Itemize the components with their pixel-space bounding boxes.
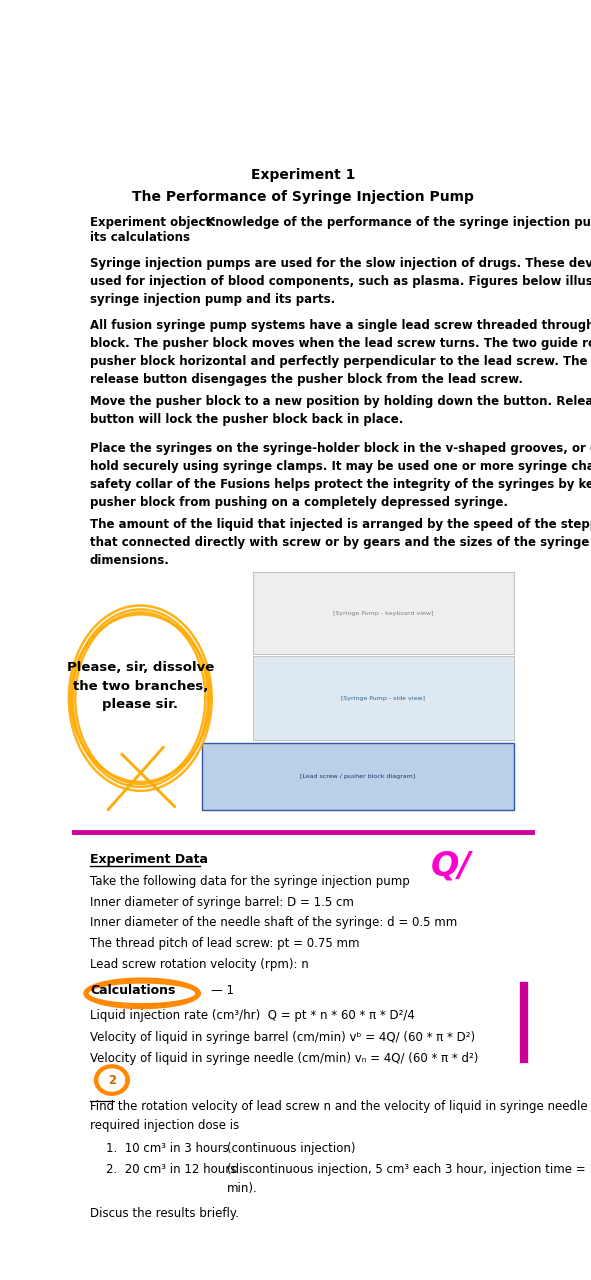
- Text: 2.  20 cm³ in 12 hours: 2. 20 cm³ in 12 hours: [106, 1162, 236, 1176]
- Text: [Syringe Pump - side view]: [Syringe Pump - side view]: [341, 695, 425, 700]
- Text: Experiment object:: Experiment object:: [90, 216, 216, 229]
- Text: Place the syringes on the syringe-holder block in the v-shaped grooves, or chann: Place the syringes on the syringe-holder…: [90, 443, 591, 509]
- Text: The amount of the liquid that injected is arranged by the speed of the stepper m: The amount of the liquid that injected i…: [90, 518, 591, 567]
- FancyBboxPatch shape: [252, 572, 514, 654]
- Text: Velocity of liquid in syringe needle (cm/min) vₙ = 4Q/ (60 * π * d²): Velocity of liquid in syringe needle (cm…: [90, 1052, 478, 1065]
- Text: (discontinuous injection, 5 cm³ each 3 hour, injection time = 1: (discontinuous injection, 5 cm³ each 3 h…: [228, 1162, 591, 1176]
- Text: Inner diameter of syringe barrel: D = 1.5 cm: Inner diameter of syringe barrel: D = 1.…: [90, 896, 354, 909]
- Text: The thread pitch of lead screw: pt = 0.75 mm: The thread pitch of lead screw: pt = 0.7…: [90, 937, 359, 950]
- Text: Knowledge of the performance of the syringe injection pump and: Knowledge of the performance of the syri…: [202, 216, 591, 229]
- Text: Velocity of liquid in syringe barrel (cm/min) vᵇ = 4Q/ (60 * π * D²): Velocity of liquid in syringe barrel (cm…: [90, 1030, 475, 1043]
- Text: Move the pusher block to a new position by holding down the button. Releasing th: Move the pusher block to a new position …: [90, 396, 591, 426]
- Text: Experiment Data: Experiment Data: [90, 854, 208, 867]
- Text: Please, sir, dissolve
the two branches,
please sir.: Please, sir, dissolve the two branches, …: [67, 662, 214, 712]
- Text: The Performance of Syringe Injection Pump: The Performance of Syringe Injection Pum…: [132, 189, 474, 204]
- Text: Experiment 1: Experiment 1: [251, 169, 355, 182]
- Text: Lead screw rotation velocity (rpm): n: Lead screw rotation velocity (rpm): n: [90, 957, 309, 970]
- Text: Liquid injection rate (cm³/hr)  Q = pt * n * 60 * π * D²/4: Liquid injection rate (cm³/hr) Q = pt * …: [90, 1009, 415, 1023]
- Text: [Lead screw / pusher block diagram]: [Lead screw / pusher block diagram]: [300, 774, 415, 780]
- Text: 1.  10 cm³ in 3 hours: 1. 10 cm³ in 3 hours: [106, 1142, 229, 1155]
- Text: 2: 2: [108, 1074, 116, 1087]
- FancyBboxPatch shape: [202, 742, 514, 810]
- FancyBboxPatch shape: [252, 657, 514, 740]
- Text: Calculations: Calculations: [90, 984, 176, 997]
- Text: All fusion syringe pump systems have a single lead screw threaded through a push: All fusion syringe pump systems have a s…: [90, 319, 591, 387]
- Text: required injection dose is: required injection dose is: [90, 1119, 239, 1132]
- Text: [Syringe Pump - keyboard view]: [Syringe Pump - keyboard view]: [333, 611, 433, 616]
- Text: Take the following data for the syringe injection pump: Take the following data for the syringe …: [90, 876, 410, 888]
- Text: Find the rotation velocity of lead screw n and the velocity of liquid in syringe: Find the rotation velocity of lead screw…: [90, 1100, 591, 1112]
- Text: Inner diameter of the needle shaft of the syringe: d = 0.5 mm: Inner diameter of the needle shaft of th…: [90, 916, 457, 929]
- Text: Syringe injection pumps are used for the slow injection of drugs. These devices : Syringe injection pumps are used for the…: [90, 257, 591, 306]
- Text: (continuous injection): (continuous injection): [228, 1142, 356, 1155]
- Text: — 1: — 1: [212, 984, 234, 997]
- Text: Q/: Q/: [431, 850, 472, 882]
- Text: min).: min).: [228, 1181, 258, 1194]
- Text: its calculations: its calculations: [90, 232, 190, 244]
- Text: Discus the results briefly.: Discus the results briefly.: [90, 1207, 239, 1220]
